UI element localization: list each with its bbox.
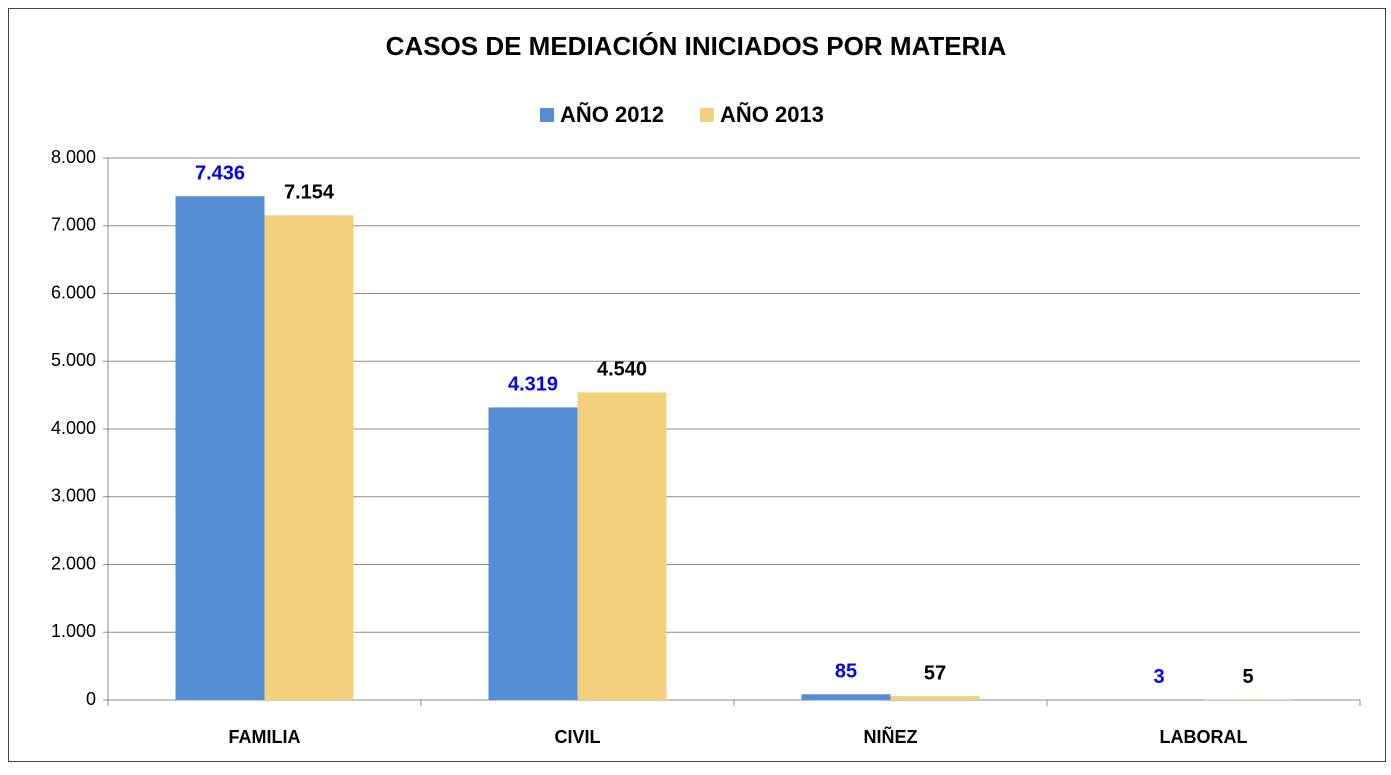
data-label: 7.436 (195, 162, 245, 184)
y-tick-label: 6.000 (51, 282, 96, 302)
x-tick-label: CIVIL (554, 727, 600, 747)
y-tick-label: 0 (86, 689, 96, 709)
data-label: 57 (924, 662, 946, 684)
chart-title: CASOS DE MEDIACIÓN INICIADOS POR MATERIA (386, 31, 1007, 61)
data-label: 4.319 (508, 374, 558, 396)
legend-swatch (700, 108, 714, 122)
legend-label: AÑO 2012 (560, 102, 664, 127)
y-tick-label: 4.000 (51, 418, 96, 438)
data-label: 85 (835, 661, 857, 683)
bar (802, 694, 891, 700)
data-label: 4.540 (597, 359, 647, 381)
x-tick-label: FAMILIA (229, 727, 301, 747)
y-tick-label: 8.000 (51, 147, 96, 167)
x-tick-label: NIÑEZ (864, 726, 918, 747)
bar (489, 407, 578, 700)
y-tick-label: 2.000 (51, 553, 96, 573)
data-label: 3 (1153, 666, 1164, 688)
legend-label: AÑO 2013 (720, 102, 824, 127)
bar (578, 392, 667, 700)
data-label: 7.154 (284, 182, 335, 204)
y-tick-label: 3.000 (51, 486, 96, 506)
bar (176, 196, 265, 700)
data-label: 5 (1242, 666, 1253, 688)
y-tick-label: 5.000 (51, 350, 96, 370)
x-tick-label: LABORAL (1160, 727, 1248, 747)
bar (891, 696, 980, 700)
bar (265, 215, 354, 700)
y-tick-label: 7.000 (51, 215, 96, 235)
y-tick-label: 1.000 (51, 621, 96, 641)
legend-swatch (540, 108, 554, 122)
